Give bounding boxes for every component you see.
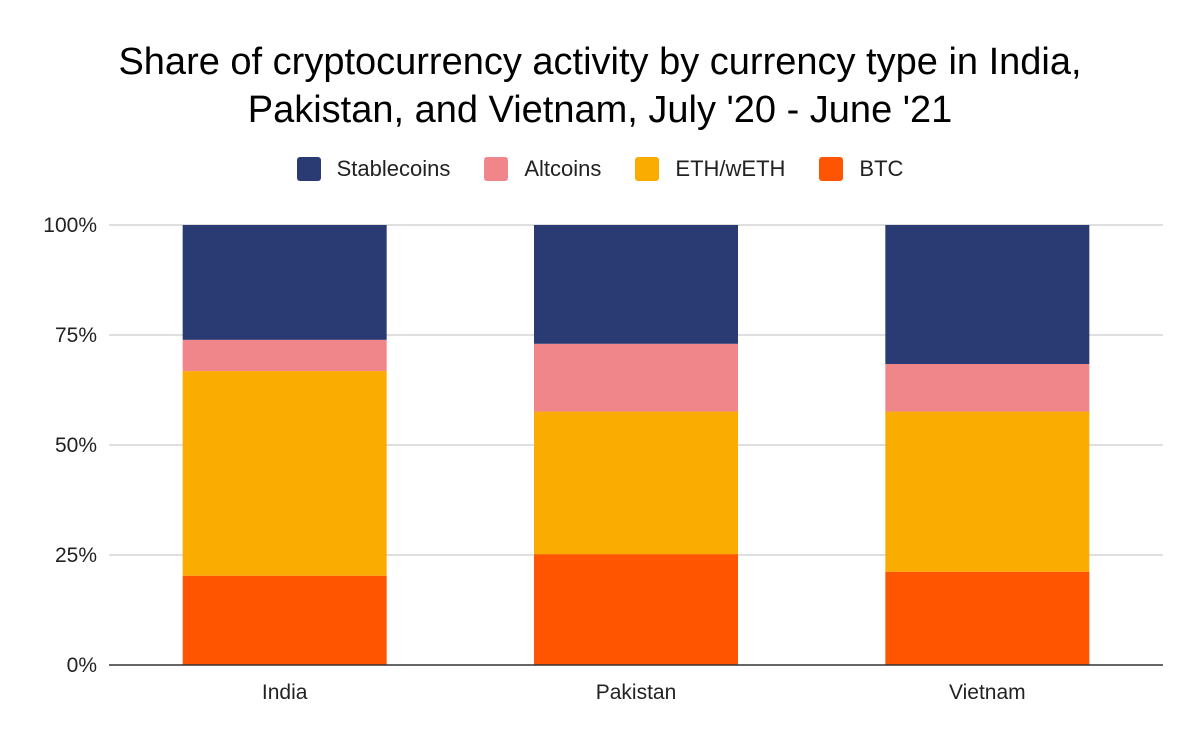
legend-label-stablecoins: Stablecoins	[336, 156, 451, 181]
legend-swatch-btc	[819, 157, 844, 181]
bar-pakistan-stablecoins[interactable]	[534, 225, 738, 344]
x-tick-label-pakistan: Pakistan	[596, 681, 677, 704]
y-tick-label-100: 100%	[43, 214, 97, 237]
y-tick-label-25: 25%	[55, 544, 97, 567]
chart-title-line-2: Pakistan, and Vietnam, July '20 - June '…	[247, 89, 953, 131]
y-tick-label-50: 50%	[55, 434, 97, 457]
legend-item-btc[interactable]: BTC	[819, 156, 903, 182]
bar-vietnam-stablecoins[interactable]	[885, 225, 1090, 365]
bar-india-stablecoins[interactable]	[182, 225, 387, 340]
chart-title-line-1: Share of cryptocurrency activity by curr…	[118, 41, 1082, 83]
x-tick-label-india: India	[262, 681, 308, 704]
legend-item-stablecoins[interactable]: Stablecoins	[296, 156, 451, 182]
y-tick-label-0: 0%	[67, 654, 97, 677]
legend-label-btc: BTC	[859, 156, 904, 181]
bar-vietnam-btc[interactable]	[885, 571, 1090, 665]
bar-vietnam-eth-weth[interactable]	[885, 411, 1090, 572]
legend-swatch-stablecoins	[296, 157, 321, 181]
bar-pakistan-btc[interactable]	[534, 554, 738, 665]
axes: 0% 25% 50% 75% 100% India Pakistan Vietnam	[43, 214, 1163, 704]
bar-pakistan-altcoins[interactable]	[534, 343, 738, 412]
bar-pakistan-eth-weth[interactable]	[534, 411, 738, 555]
legend-item-eth-weth[interactable]: ETH/wETH	[635, 156, 785, 182]
bar-india-altcoins[interactable]	[182, 339, 387, 372]
legend-item-altcoins[interactable]: Altcoins	[484, 156, 601, 182]
legend-label-altcoins: Altcoins	[524, 156, 602, 181]
legend-swatch-altcoins	[484, 157, 509, 181]
chart-title: Share of cryptocurrency activity by curr…	[0, 38, 1200, 134]
legend-swatch-eth-weth	[635, 157, 660, 181]
legend-label-eth-weth: ETH/wETH	[675, 156, 786, 181]
bar-india-btc[interactable]	[182, 575, 387, 665]
bar-vietnam-altcoins[interactable]	[885, 364, 1090, 412]
bars	[182, 225, 1090, 665]
chart-legend: Stablecoins Altcoins ETH/wETH BTC	[0, 156, 1200, 182]
x-tick-label-vietnam: Vietnam	[949, 681, 1026, 704]
y-tick-label-75: 75%	[55, 324, 97, 347]
bar-india-eth-weth[interactable]	[182, 371, 387, 576]
